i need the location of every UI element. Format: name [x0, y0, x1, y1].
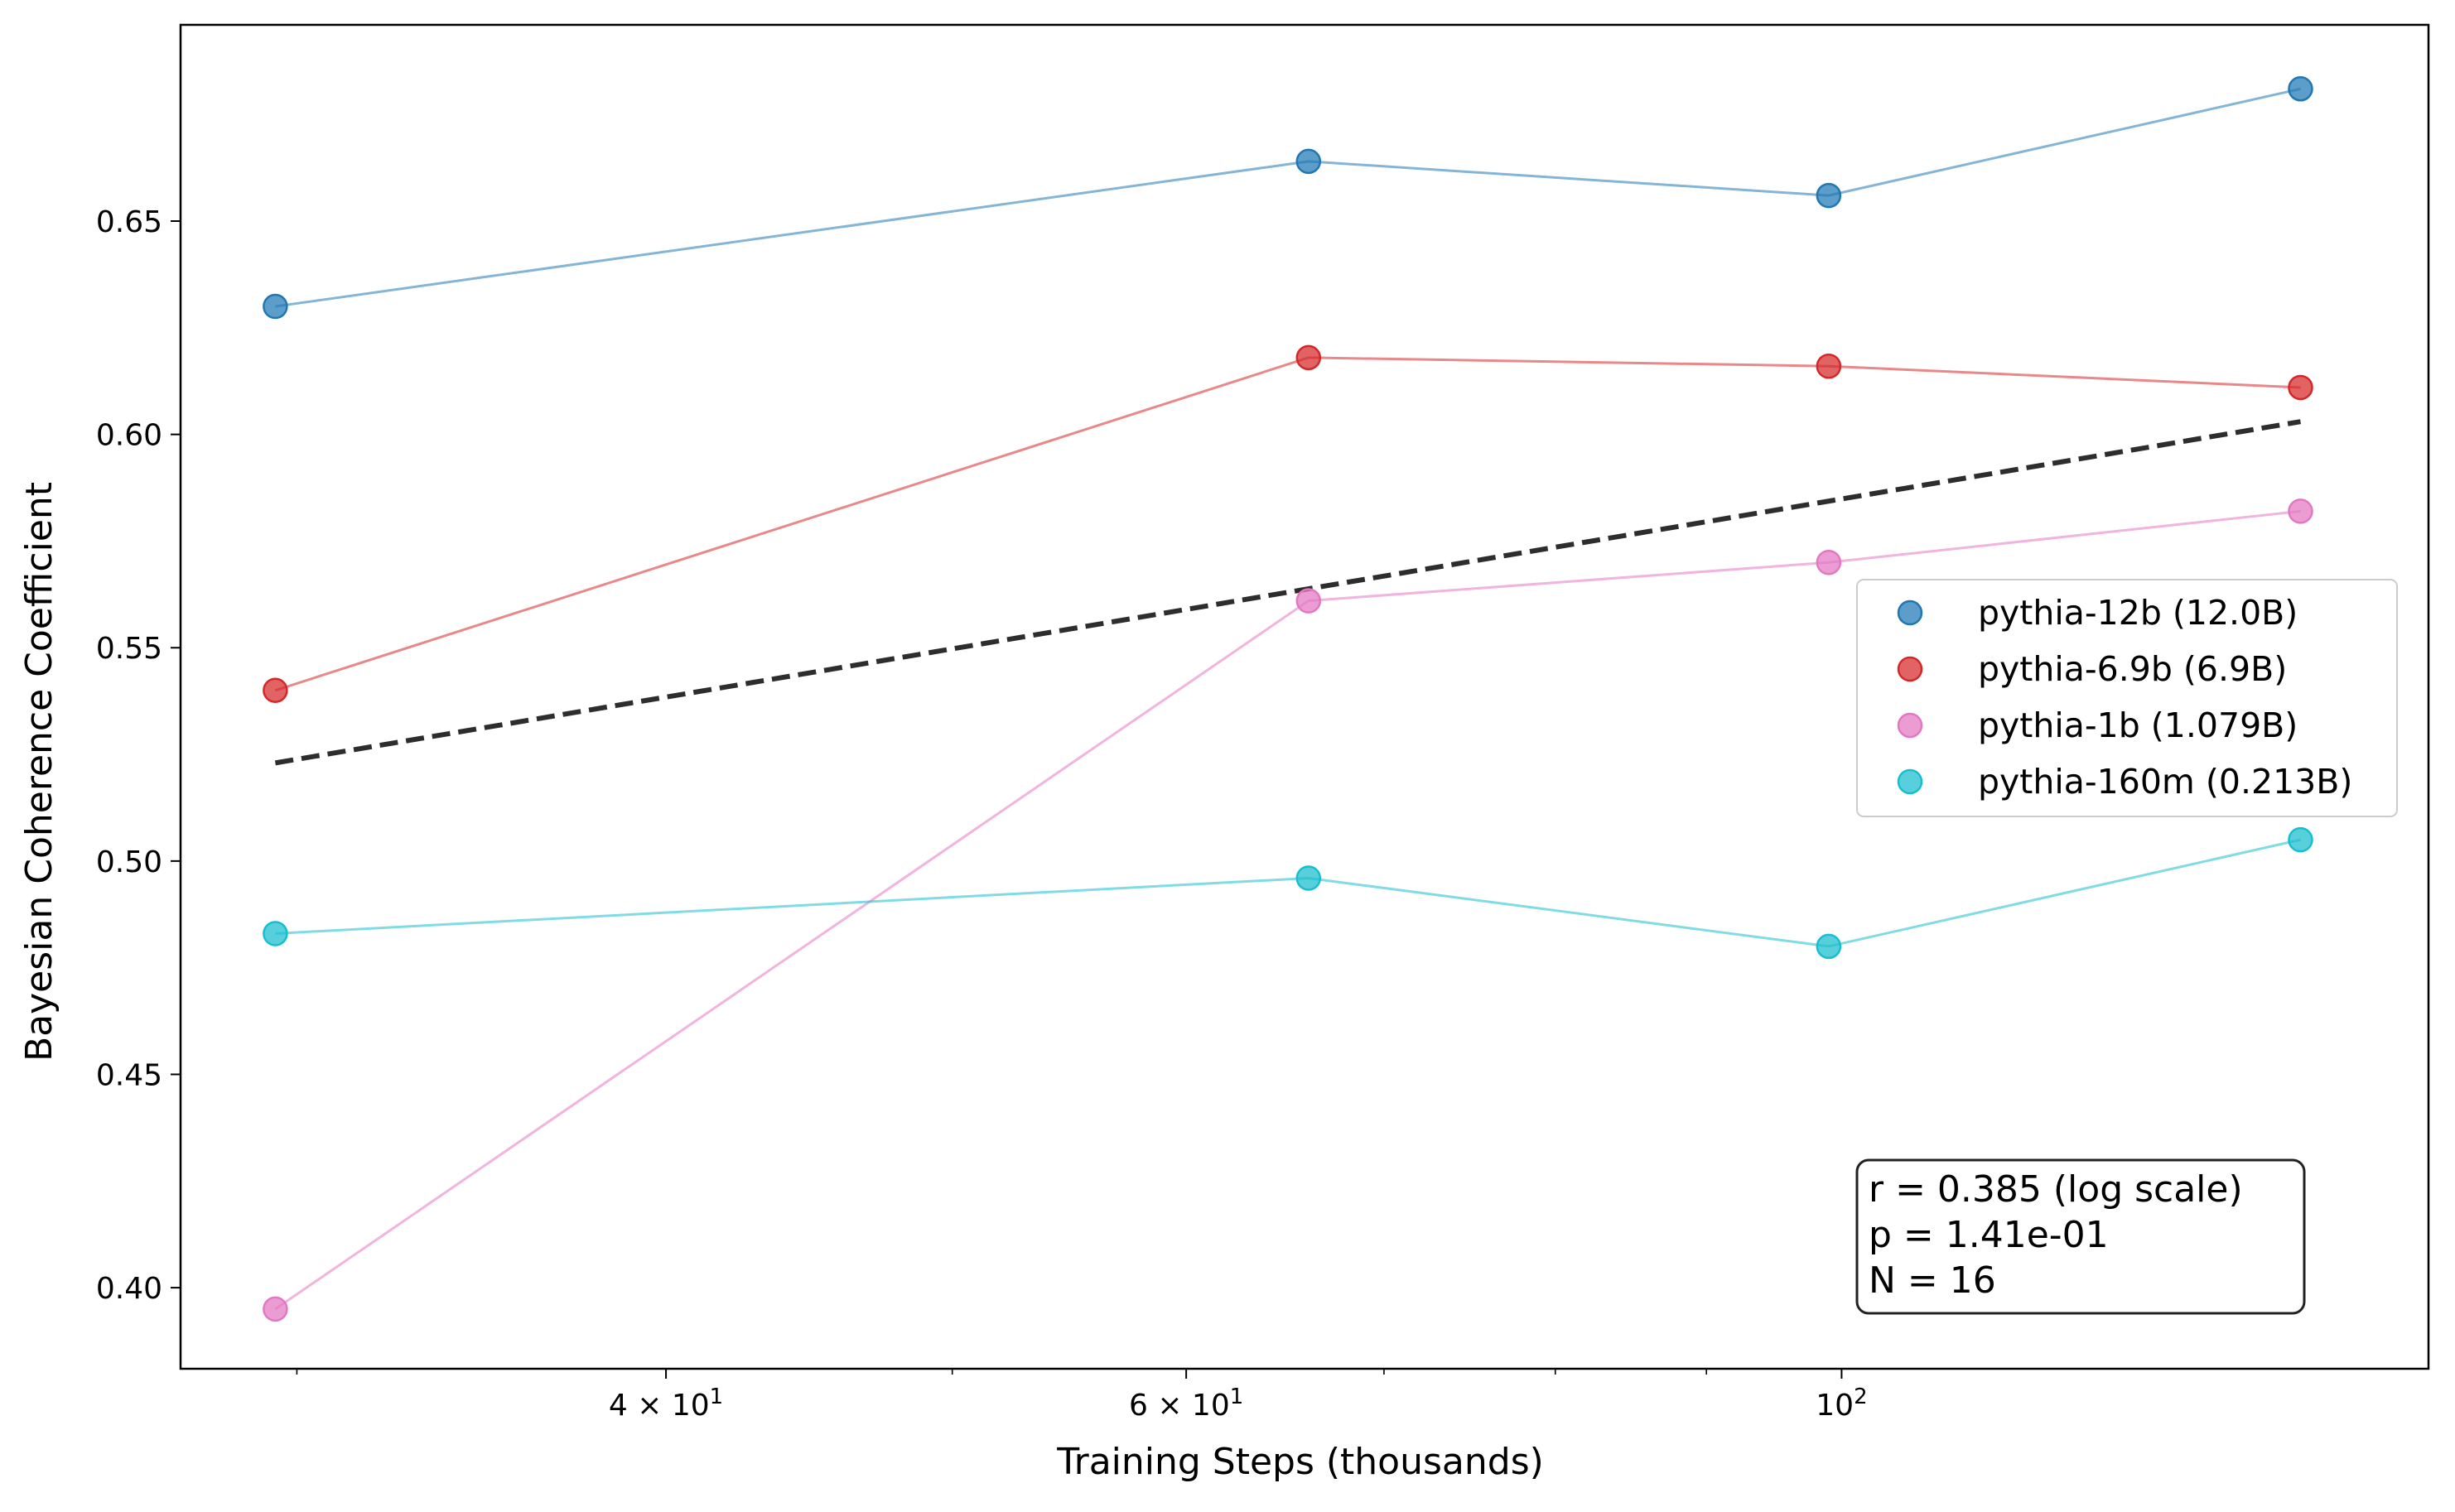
data-point-s1-p1	[1295, 344, 1322, 371]
series-line-3	[275, 838, 2301, 948]
trend-layer	[274, 419, 2301, 766]
stats-annotation-line: N = 16	[1869, 1259, 1996, 1302]
data-point-s1-p2	[1816, 353, 1842, 379]
data-point-s3-p3	[2288, 826, 2313, 853]
trend-line	[274, 419, 2301, 766]
x-tick-label: 102	[1816, 1384, 1867, 1423]
legend: pythia-12b (12.0B) pythia-6.9b (6.9B) pyth…	[1856, 579, 2398, 817]
data-point-s2-p2	[1816, 549, 1842, 575]
x-tick-label: 4 × 101	[609, 1384, 723, 1423]
series-points-layer	[263, 76, 2313, 1322]
data-point-s3-p1	[1295, 865, 1322, 891]
y-tick-label: 0.55	[96, 632, 162, 666]
data-point-s1-p0	[263, 677, 288, 704]
y-tick-label: 0.65	[96, 205, 162, 239]
series-line-0	[275, 87, 2301, 308]
x-tick-label: 6 × 101	[1129, 1384, 1243, 1423]
series-line-2	[274, 509, 2301, 1311]
legend-entry-label: pythia-160m (0.213B)	[1978, 762, 2352, 802]
data-point-s3-p0	[263, 921, 288, 946]
legend-marker	[1897, 656, 1923, 682]
data-point-s1-p3	[2288, 374, 2313, 401]
data-point-s0-p2	[1816, 182, 1842, 209]
y-tick-label: 0.50	[96, 845, 162, 879]
data-point-s0-p1	[1295, 148, 1322, 175]
x-axis-label: Training Steps (thousands)	[1056, 1441, 1544, 1483]
data-point-s2-p3	[2288, 498, 2313, 524]
stats-annotation-line: r = 0.385 (log scale)	[1869, 1168, 2243, 1211]
plot-frame	[179, 23, 2430, 1370]
legend-entry-label: pythia-6.9b (6.9B)	[1978, 649, 2287, 689]
legend-marker	[1897, 768, 1923, 795]
stats-annotation: r = 0.385 (log scale)p = 1.41e-01N = 16	[1855, 1158, 2306, 1315]
legend-marker	[1897, 712, 1923, 739]
stats-annotation-line: p = 1.41e-01	[1869, 1214, 2109, 1256]
data-point-s2-p0	[263, 1296, 288, 1322]
data-point-s0-p0	[263, 293, 288, 320]
legend-entry-label: pythia-1b (1.079B)	[1978, 705, 2298, 745]
data-point-s2-p1	[1295, 588, 1322, 614]
legend-entry-label: pythia-12b (12.0B)	[1978, 593, 2298, 633]
legend-marker	[1897, 600, 1923, 626]
y-tick-label: 0.60	[96, 419, 162, 453]
y-axis-label: Bayesian Coherence Coefficient	[18, 482, 60, 1062]
stats-annotation-box	[1855, 1158, 2306, 1315]
data-point-s3-p2	[1816, 933, 1842, 960]
series-lines-layer	[274, 87, 2301, 1311]
y-tick-label: 0.45	[96, 1058, 162, 1092]
series-line-1	[274, 356, 2301, 692]
axes-layer: 0.40 0.45 0.50 0.55 0.60 0.65 4 × 101 6 × 101 10…	[96, 23, 2430, 1423]
legend-box	[1856, 579, 2398, 817]
y-tick-label: 0.40	[96, 1272, 162, 1306]
data-point-s0-p3	[2288, 76, 2313, 102]
